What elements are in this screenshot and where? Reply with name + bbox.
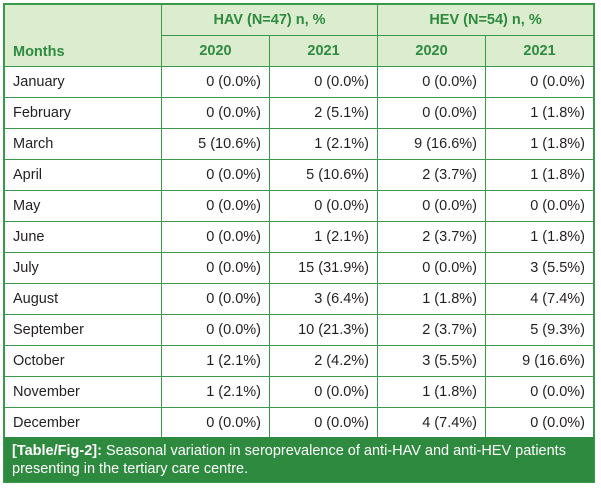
hev-2021-cell: 1 (1.8%) [485,221,595,253]
hev-2021-cell: 1 (1.8%) [485,97,595,129]
hev-2021-cell: 0 (0.0%) [485,407,595,439]
month-cell: March [4,128,162,160]
hev-2021-cell: 5 (9.3%) [485,314,595,346]
hev-2021-cell: 3 (5.5%) [485,252,595,284]
hev-2020-cell: 2 (3.7%) [377,159,487,191]
hav-2020-cell: 0 (0.0%) [161,97,270,129]
hav-2020-cell: 0 (0.0%) [161,283,270,315]
month-cell: June [4,221,162,253]
hav-2020-cell: 0 (0.0%) [161,221,270,253]
hav-2020-cell: 0 (0.0%) [161,314,270,346]
header-row-groups: Months HAV (N=47) n, % HEV (N=54) n, % [4,4,595,67]
hav-2020-cell: 1 (2.1%) [161,345,270,377]
table-row: June 0 (0.0%) 1 (2.1%) 2 (3.7%) 1 (1.8%) [4,221,595,253]
hev-2021-cell: 0 (0.0%) [485,66,595,98]
hev-2020-cell: 1 (1.8%) [377,283,487,315]
hev-group-header: HEV (N=54) n, % [377,4,595,36]
hav-2020-cell: 0 (0.0%) [161,407,270,439]
hav-2020-cell: 1 (2.1%) [161,376,270,408]
table-header: Months HAV (N=47) n, % HEV (N=54) n, % 2… [4,4,595,67]
hav-2021-cell: 5 (10.6%) [268,159,379,191]
hav-2021-cell: 1 (2.1%) [268,128,379,160]
table-row: December 0 (0.0%) 0 (0.0%) 4 (7.4%) 0 (0.0%) [4,407,595,439]
hev-2020-cell: 4 (7.4%) [377,407,487,439]
table-row: September 0 (0.0%) 10 (21.3%) 2 (3.7%) 5 (9.… [4,314,595,346]
hav-2021-cell: 0 (0.0%) [268,407,379,439]
hev-2020-cell: 2 (3.7%) [377,221,487,253]
hav-2021-header: 2021 [268,35,379,67]
hev-2021-cell: 1 (1.8%) [485,159,595,191]
hav-2021-cell: 3 (6.4%) [268,283,379,315]
hav-2021-cell: 2 (5.1%) [268,97,379,129]
month-cell: February [4,97,162,129]
hav-2021-cell: 2 (4.2%) [268,345,379,377]
table-row: August 0 (0.0%) 3 (6.4%) 1 (1.8%) 4 (7.4%) [4,283,595,315]
hev-2021-cell: 0 (0.0%) [485,376,595,408]
hav-2021-cell: 0 (0.0%) [268,376,379,408]
hav-2021-cell: 15 (31.9%) [268,252,379,284]
hav-2021-cell: 1 (2.1%) [268,221,379,253]
hev-2020-cell: 1 (1.8%) [377,376,487,408]
hev-2021-header: 2021 [485,35,595,67]
hev-2020-cell: 0 (0.0%) [377,190,487,222]
hav-2020-cell: 0 (0.0%) [161,252,270,284]
hav-2020-header: 2020 [161,35,270,67]
table-caption: [Table/Fig-2]: Seasonal variation in ser… [4,437,594,482]
hev-2020-header: 2020 [377,35,487,67]
hav-2020-cell: 0 (0.0%) [161,190,270,222]
hev-2020-cell: 0 (0.0%) [377,252,487,284]
hev-2020-cell: 3 (5.5%) [377,345,487,377]
month-cell: August [4,283,162,315]
hav-2020-cell: 0 (0.0%) [161,66,270,98]
month-cell: January [4,66,162,98]
data-table-frame: Months HAV (N=47) n, % HEV (N=54) n, % 2… [3,3,595,483]
table-row: February 0 (0.0%) 2 (5.1%) 0 (0.0%) 1 (1.8%) [4,97,595,129]
month-cell: September [4,314,162,346]
month-cell: December [4,407,162,439]
hev-2020-cell: 0 (0.0%) [377,66,487,98]
hev-2021-cell: 9 (16.6%) [485,345,595,377]
caption-text: Seasonal variation in seroprevalence of … [12,443,566,477]
seroprevalence-table: Months HAV (N=47) n, % HEV (N=54) n, % 2… [4,4,595,439]
table-row: October 1 (2.1%) 2 (4.2%) 3 (5.5%) 9 (16.6%) [4,345,595,377]
hev-2020-cell: 0 (0.0%) [377,97,487,129]
header-row-years: 2020 2021 2020 2021 [5,35,595,67]
month-cell: November [4,376,162,408]
hav-2021-cell: 10 (21.3%) [268,314,379,346]
month-cell: May [4,190,162,222]
table-row: July 0 (0.0%) 15 (31.9%) 0 (0.0%) 3 (5.5%) [4,252,595,284]
caption-tag: [Table/Fig-2]: [12,443,102,459]
table-row: March 5 (10.6%) 1 (2.1%) 9 (16.6%) 1 (1.8%) [4,128,595,160]
hev-2021-cell: 4 (7.4%) [485,283,595,315]
hev-2020-cell: 2 (3.7%) [377,314,487,346]
month-cell: July [4,252,162,284]
months-column-header: Months [4,4,162,67]
table-row: May 0 (0.0%) 0 (0.0%) 0 (0.0%) 0 (0.0%) [4,190,595,222]
hav-2021-cell: 0 (0.0%) [268,66,379,98]
hev-2021-cell: 0 (0.0%) [485,190,595,222]
table-row: January 0 (0.0%) 0 (0.0%) 0 (0.0%) 0 (0.0%) [4,66,595,98]
hav-2020-cell: 0 (0.0%) [161,159,270,191]
table-row: November 1 (2.1%) 0 (0.0%) 1 (1.8%) 0 (0.0%) [4,376,595,408]
month-cell: April [4,159,162,191]
month-cell: October [4,345,162,377]
table-row: April 0 (0.0%) 5 (10.6%) 2 (3.7%) 1 (1.8%) [4,159,595,191]
table-body: January 0 (0.0%) 0 (0.0%) 0 (0.0%) 0 (0.0%) F… [4,66,595,439]
hev-2020-cell: 9 (16.6%) [377,128,487,160]
hev-2021-cell: 1 (1.8%) [485,128,595,160]
hav-2021-cell: 0 (0.0%) [268,190,379,222]
hav-group-header: HAV (N=47) n, % [160,4,379,36]
hav-2020-cell: 5 (10.6%) [161,128,270,160]
